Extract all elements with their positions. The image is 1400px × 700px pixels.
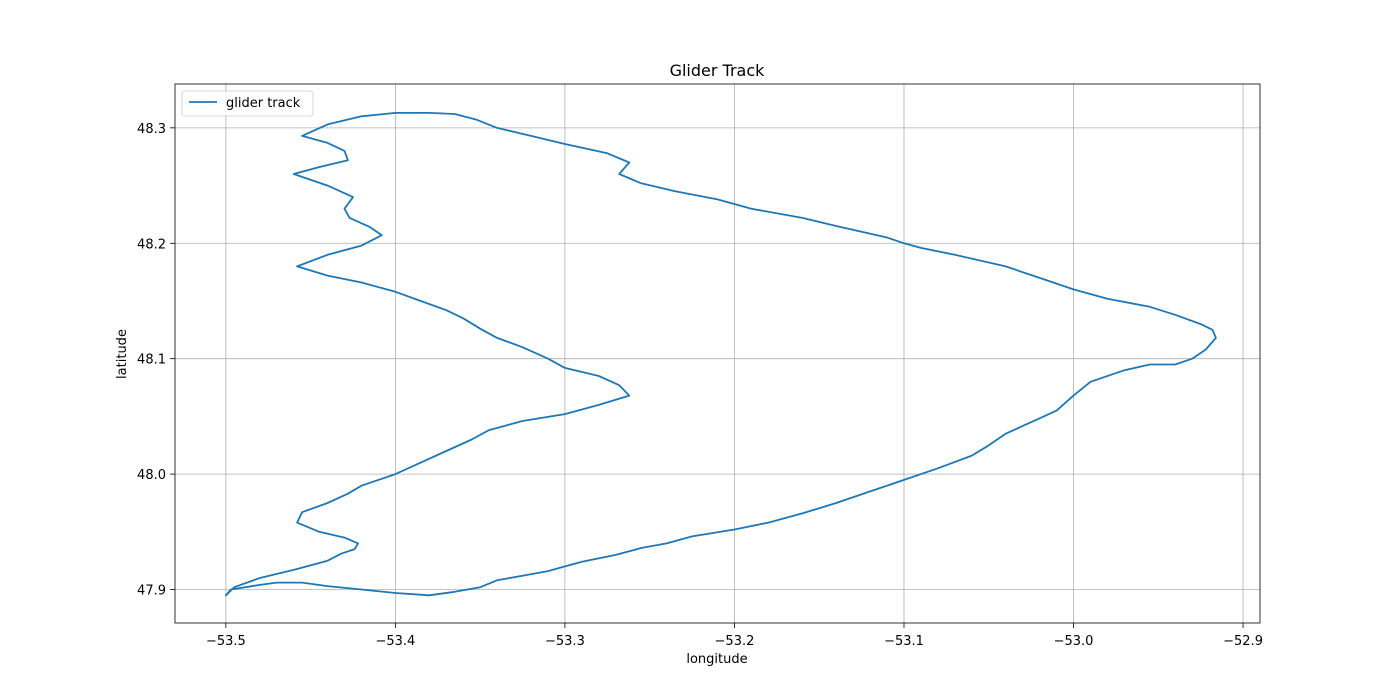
legend-box (181, 90, 314, 117)
x-tick-label: −52.9 (1223, 634, 1263, 649)
x-tick-label: −53.1 (884, 634, 924, 649)
x-tick-label: −53.0 (1054, 634, 1094, 649)
x-tick-label: −53.5 (206, 634, 246, 649)
x-tick-label: −53.3 (545, 634, 585, 649)
legend: glider track (181, 90, 314, 117)
y-tick-label: 47.9 (137, 584, 166, 599)
y-axis-label: latitude (115, 329, 130, 379)
series-layer (224, 112, 1217, 597)
legend-label-glider-track: glider track (226, 96, 301, 111)
plot-frame (174, 83, 1261, 624)
chart-title: Glider Track (670, 61, 766, 80)
y-tick-label: 48.3 (137, 122, 166, 137)
x-tick-label: −53.2 (715, 634, 755, 649)
y-axis: 47.9 48.0 48.1 48.2 48.3 (137, 122, 175, 599)
x-axis-label: longitude (686, 652, 747, 667)
x-axis: −53.5 −53.4 −53.3 −53.2 −53.1 −53.0 −52.9 (206, 623, 1263, 649)
y-tick-label: 48.2 (137, 237, 166, 252)
x-tick-label: −53.4 (375, 634, 415, 649)
series-line-glider-track (224, 112, 1217, 597)
y-tick-label: 48.1 (137, 353, 166, 368)
y-tick-label: 48.0 (137, 468, 166, 483)
